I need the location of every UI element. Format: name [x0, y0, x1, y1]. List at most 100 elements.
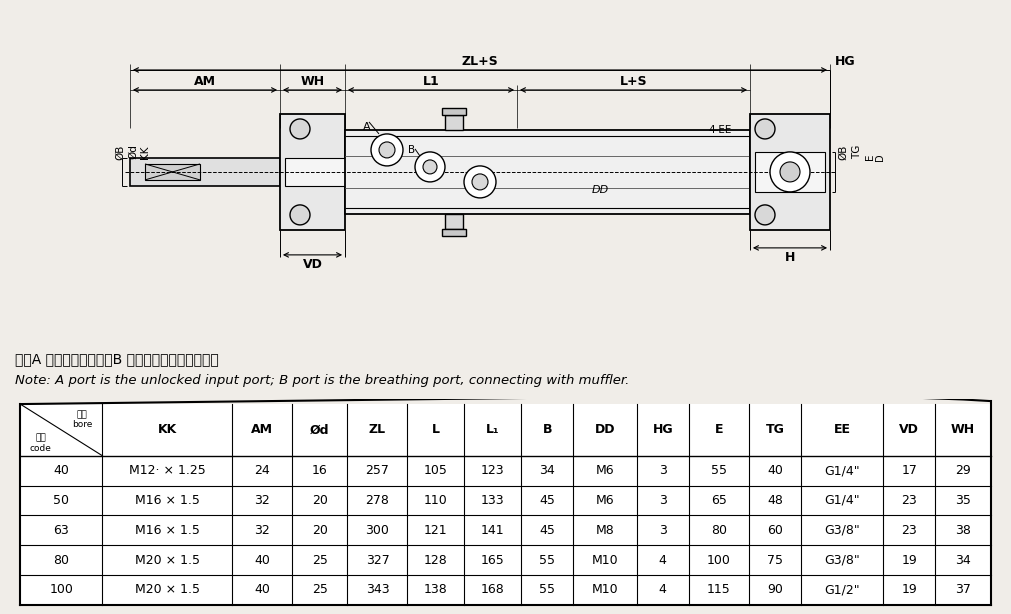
Text: 141: 141 [481, 524, 504, 537]
Text: 3: 3 [659, 464, 666, 477]
Text: 55: 55 [711, 464, 727, 477]
Text: 24: 24 [254, 464, 270, 477]
Text: 55: 55 [540, 583, 555, 596]
Text: 80: 80 [54, 554, 70, 567]
Text: 32: 32 [254, 524, 270, 537]
Text: TG: TG [852, 145, 862, 159]
Bar [20, 404, 991, 456]
Text: 23: 23 [902, 494, 917, 507]
Text: 3: 3 [659, 494, 666, 507]
Text: M6: M6 [595, 464, 615, 477]
Circle shape [755, 119, 775, 139]
Text: 40: 40 [767, 464, 783, 477]
Text: 29: 29 [955, 464, 971, 477]
Text: ØB: ØB [115, 144, 125, 160]
Text: 4: 4 [659, 554, 666, 567]
Text: 40: 40 [254, 554, 270, 567]
Text: 23: 23 [902, 524, 917, 537]
Text: Note: A port is the unlocked input port; B port is the breathing port, connectin: Note: A port is the unlocked input port;… [15, 375, 630, 387]
Bar [20, 456, 991, 605]
Text: 115: 115 [707, 583, 731, 596]
Circle shape [415, 152, 445, 182]
Text: 50: 50 [54, 494, 70, 507]
Text: WH: WH [951, 424, 976, 437]
Text: 63: 63 [54, 524, 69, 537]
Bar [445, 214, 463, 229]
Text: WH: WH [300, 75, 325, 88]
Text: 138: 138 [424, 583, 448, 596]
Text: M20 × 1.5: M20 × 1.5 [134, 583, 200, 596]
Text: 45: 45 [540, 494, 555, 507]
Text: 55: 55 [540, 554, 555, 567]
Text: 缸径
bore: 缸径 bore [72, 410, 92, 429]
Text: L1: L1 [423, 75, 440, 88]
Circle shape [472, 174, 488, 190]
Text: 34: 34 [540, 464, 555, 477]
Text: AM: AM [251, 424, 273, 437]
Text: E: E [865, 154, 875, 160]
Text: 257: 257 [366, 464, 389, 477]
Text: 4-EE: 4-EE [709, 125, 732, 135]
Text: G3/8": G3/8" [824, 554, 860, 567]
Bar [442, 108, 466, 115]
Text: M8: M8 [595, 524, 615, 537]
Text: 90: 90 [767, 583, 783, 596]
Circle shape [371, 134, 403, 166]
Text: 34: 34 [955, 554, 971, 567]
Circle shape [770, 152, 810, 192]
Text: Ød: Ød [310, 424, 330, 437]
Text: 121: 121 [425, 524, 448, 537]
Text: 40: 40 [254, 583, 270, 596]
Circle shape [780, 162, 800, 182]
Text: 16: 16 [311, 464, 328, 477]
Text: D: D [875, 153, 885, 161]
Text: 60: 60 [767, 524, 783, 537]
Text: 100: 100 [707, 554, 731, 567]
Text: G1/4": G1/4" [824, 494, 860, 507]
Text: 38: 38 [955, 524, 971, 537]
Text: 343: 343 [366, 583, 389, 596]
Text: 25: 25 [311, 583, 328, 596]
Text: EE: EE [834, 424, 850, 437]
Text: DD: DD [591, 185, 609, 195]
Text: 25: 25 [311, 554, 328, 567]
Text: 128: 128 [424, 554, 448, 567]
Bar [145, 164, 200, 180]
Text: L+S: L+S [620, 75, 647, 88]
Text: 注：A 口为开锁进气口；B 口为呼吸口，加消声器。: 注：A 口为开锁进气口；B 口为呼吸口，加消声器。 [15, 352, 218, 366]
Text: 代号
code: 代号 code [30, 433, 52, 453]
Text: HG: HG [652, 424, 673, 437]
Text: KK: KK [140, 145, 150, 158]
Circle shape [423, 160, 437, 174]
Text: VD: VD [302, 258, 323, 271]
Text: HG: HG [835, 55, 855, 68]
Text: TG: TG [765, 424, 785, 437]
Text: 75: 75 [767, 554, 783, 567]
Text: KK: KK [158, 424, 177, 437]
Bar [442, 229, 466, 236]
Text: 110: 110 [424, 494, 448, 507]
Text: ZL: ZL [369, 424, 386, 437]
Circle shape [755, 205, 775, 225]
Text: 300: 300 [366, 524, 389, 537]
Text: B: B [408, 145, 416, 155]
Text: 35: 35 [955, 494, 971, 507]
Bar [280, 114, 345, 230]
Text: M6: M6 [595, 494, 615, 507]
Text: 45: 45 [540, 524, 555, 537]
Text: L: L [432, 424, 440, 437]
Text: 80: 80 [711, 524, 727, 537]
Text: 40: 40 [54, 464, 70, 477]
Circle shape [290, 205, 310, 225]
Circle shape [290, 119, 310, 139]
Text: G1/2": G1/2" [824, 583, 860, 596]
Text: DD: DD [594, 424, 616, 437]
Text: 105: 105 [424, 464, 448, 477]
Text: Ød: Ød [128, 144, 137, 160]
Text: M12· × 1.25: M12· × 1.25 [128, 464, 205, 477]
Text: M20 × 1.5: M20 × 1.5 [134, 554, 200, 567]
Circle shape [464, 166, 496, 198]
Text: M16 × 1.5: M16 × 1.5 [134, 524, 199, 537]
Text: 48: 48 [767, 494, 783, 507]
Text: ZL+S: ZL+S [462, 55, 498, 68]
